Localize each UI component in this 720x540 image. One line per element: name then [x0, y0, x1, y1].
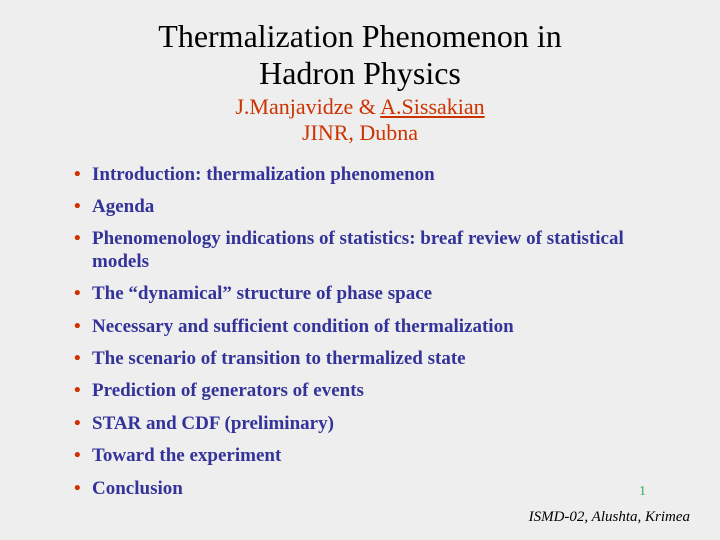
- list-item: Introduction: thermalization phenomenon: [74, 164, 672, 186]
- list-item: Conclusion: [74, 478, 672, 500]
- affiliation-line: JINR, Dubna: [48, 120, 672, 146]
- list-item: The scenario of transition to thermalize…: [74, 348, 672, 370]
- agenda-list: Introduction: thermalization phenomenon …: [48, 164, 672, 500]
- footer-text: ISMD-02, Alushta, Krimea: [529, 509, 690, 526]
- list-item: Prediction of generators of events: [74, 380, 672, 402]
- slide-title: Thermalization Phenomenon in Hadron Phys…: [48, 18, 672, 92]
- page-number: 1: [639, 484, 646, 500]
- list-item: Phenomenology indications of statistics:…: [74, 228, 672, 273]
- author-primary: J.Manjavidze &: [235, 94, 380, 119]
- slide-container: Thermalization Phenomenon in Hadron Phys…: [0, 0, 720, 540]
- title-line-2: Hadron Physics: [259, 55, 461, 91]
- list-item: STAR and CDF (preliminary): [74, 413, 672, 435]
- authors-line: J.Manjavidze & A.Sissakian: [48, 94, 672, 120]
- title-line-1: Thermalization Phenomenon in: [158, 18, 561, 54]
- list-item: Toward the experiment: [74, 445, 672, 467]
- list-item: The “dynamical” structure of phase space: [74, 283, 672, 305]
- list-item: Necessary and sufficient condition of th…: [74, 316, 672, 338]
- author-underlined: A.Sissakian: [380, 94, 485, 119]
- list-item: Agenda: [74, 196, 672, 218]
